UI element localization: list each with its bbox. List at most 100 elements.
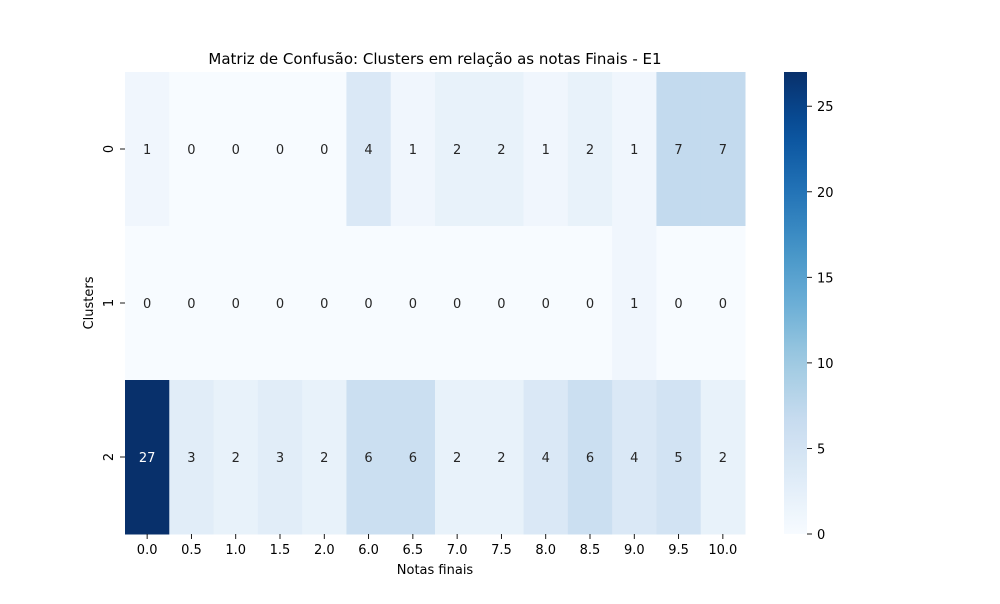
x-tick-label: 7.5 [491, 543, 512, 558]
colorbar-tick-label: 25 [817, 100, 834, 115]
cell-value-label: 0 [187, 143, 195, 158]
heatmap-cell [523, 380, 569, 535]
heatmap-cell [479, 72, 525, 227]
heatmap-cell [700, 226, 746, 381]
x-tick-label: 8.0 [535, 543, 556, 558]
x-tick-label: 0.5 [181, 543, 202, 558]
heatmap-cell [346, 380, 392, 535]
heatmap-cell [302, 226, 347, 381]
heatmap-cell [700, 72, 746, 227]
x-tick-label: 2.0 [314, 543, 335, 558]
colorbar-tick-label: 10 [817, 357, 834, 372]
y-tick-label: 0 [102, 145, 117, 153]
cell-value-label: 0 [276, 143, 284, 158]
heatmap-cell [169, 72, 215, 227]
heatmap-cell [479, 226, 525, 381]
x-tick-label: 9.0 [624, 543, 645, 558]
cell-value-label: 2 [719, 451, 727, 466]
cell-value-label: 4 [542, 451, 550, 466]
cell-value-label: 27 [139, 451, 156, 466]
heatmap-cell [567, 380, 613, 535]
heatmap-cell [390, 226, 436, 381]
x-tick-label: 8.5 [580, 543, 601, 558]
heatmap-cell [125, 226, 170, 381]
colorbar-tick-label: 0 [817, 528, 825, 543]
heatmap-cell [567, 72, 613, 227]
cell-value-label: 1 [630, 143, 638, 158]
cell-value-label: 0 [719, 297, 727, 312]
x-tick-label: 7.0 [447, 543, 468, 558]
cell-value-label: 6 [586, 451, 594, 466]
y-axis: 0 1 2 [102, 145, 125, 461]
heatmap-cell [523, 226, 569, 381]
cell-value-label: 0 [674, 297, 682, 312]
cell-value-label: 1 [143, 143, 151, 158]
cell-value-label: 0 [497, 297, 505, 312]
cell-value-label: 1 [542, 143, 550, 158]
heatmap-cell [656, 226, 702, 381]
heatmap-cell [656, 72, 702, 227]
cell-value-label: 0 [276, 297, 284, 312]
y-axis-label: Clusters [82, 276, 97, 329]
x-tick-label: 0.0 [137, 543, 158, 558]
cell-value-label: 2 [320, 451, 328, 466]
cell-value-label: 0 [143, 297, 151, 312]
x-axis-label: Notas finais [397, 563, 474, 578]
cell-value-label: 6 [409, 451, 417, 466]
cell-value-label: 2 [586, 143, 594, 158]
heatmap-cell [700, 380, 746, 535]
cell-value-label: 3 [276, 451, 284, 466]
heatmap-cells: 1 0 0 0 0 4 1 2 2 1 2 1 7 7 0 0 0 0 0 0 0 0 0 0 0 1 0 0 27 3 2 3 2 6 6 2 2 4 6… [125, 72, 746, 535]
x-tick-label: 9.5 [668, 543, 689, 558]
colorbar-tick-label: 5 [817, 442, 825, 457]
cell-value-label: 0 [320, 143, 328, 158]
cell-value-label: 0 [586, 297, 594, 312]
cell-value-label: 7 [719, 143, 727, 158]
heatmap-cell [125, 72, 170, 227]
cell-value-label: 1 [409, 143, 417, 158]
cell-value-label: 0 [453, 297, 461, 312]
cell-value-label: 0 [187, 297, 195, 312]
cell-value-label: 6 [364, 451, 372, 466]
cell-value-label: 2 [497, 143, 505, 158]
heatmap-cell [612, 380, 657, 535]
cell-value-label: 5 [674, 451, 682, 466]
heatmap-cell [346, 226, 392, 381]
heatmap-cell [435, 226, 480, 381]
heatmap-cell [523, 72, 569, 227]
heatmap-cell [567, 226, 613, 381]
cell-value-label: 2 [453, 451, 461, 466]
cell-value-label: 0 [409, 297, 417, 312]
heatmap-cell [302, 72, 347, 227]
cell-value-label: 2 [232, 451, 240, 466]
heatmap-cell [390, 72, 436, 227]
cell-value-label: 4 [364, 143, 372, 158]
heatmap-cell [656, 380, 702, 535]
x-tick-label: 1.0 [225, 543, 246, 558]
x-tick-label: 10.0 [708, 543, 737, 558]
colorbar-tick-label: 20 [817, 186, 834, 201]
heatmap-cell [257, 72, 303, 227]
cell-value-label: 0 [320, 297, 328, 312]
heatmap-cell [302, 380, 347, 535]
x-tick-label: 6.5 [403, 543, 424, 558]
cell-value-label: 1 [630, 297, 638, 312]
heatmap-cell [612, 226, 657, 381]
cell-value-label: 3 [187, 451, 195, 466]
x-tick-label: 6.0 [358, 543, 379, 558]
cell-value-label: 0 [542, 297, 550, 312]
heatmap-cell [169, 226, 215, 381]
heatmap-cell [435, 72, 480, 227]
cell-value-label: 7 [674, 143, 682, 158]
heatmap-cell [213, 226, 259, 381]
colorbar-axis: 0 5 10 15 20 25 [807, 100, 834, 543]
cell-value-label: 2 [497, 451, 505, 466]
colorbar [784, 72, 807, 534]
heatmap-cell [257, 380, 303, 535]
y-tick-label: 1 [102, 299, 117, 307]
heatmap-cell [125, 380, 170, 535]
cell-value-label: 2 [453, 143, 461, 158]
heatmap-cell [612, 72, 657, 227]
heatmap-cell [346, 72, 392, 227]
